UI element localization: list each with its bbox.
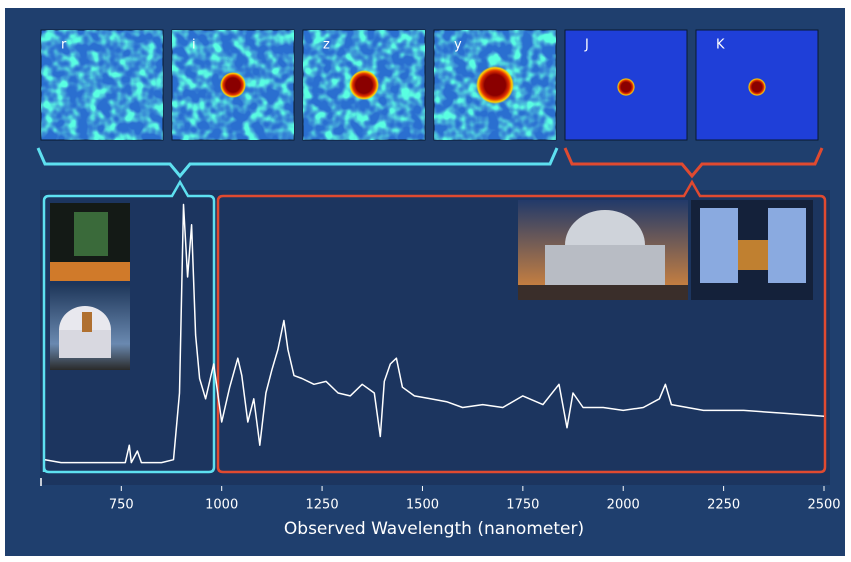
box-optical bbox=[42, 179, 216, 474]
thumbnail: y bbox=[433, 29, 557, 141]
band-label: y bbox=[454, 38, 462, 53]
source bbox=[748, 78, 766, 96]
thumbnail: K bbox=[695, 29, 819, 141]
plot: 750 1000 1250 1500 1750 2000 2250 2500 bbox=[44, 203, 841, 513]
photo-gemini bbox=[518, 200, 688, 300]
source bbox=[617, 78, 635, 96]
x-tick-label: 2000 bbox=[607, 498, 640, 513]
x-tick-label: 1250 bbox=[306, 498, 339, 513]
bracket-infrared bbox=[563, 147, 824, 179]
band-label: i bbox=[192, 38, 196, 53]
x-tick-label: 1000 bbox=[205, 498, 238, 513]
photo-keck-instrument bbox=[50, 203, 130, 281]
thumb-noise bbox=[41, 30, 163, 140]
x-tick-label: 2250 bbox=[707, 498, 740, 513]
x-axis-label: Observed Wavelength (nanometer) bbox=[284, 519, 584, 539]
x-tick-label: 1750 bbox=[506, 498, 539, 513]
x-tick-label: 2500 bbox=[807, 498, 840, 513]
spectrum-line bbox=[44, 203, 825, 464]
band-label: z bbox=[323, 38, 330, 53]
thumbnail: z bbox=[302, 29, 426, 141]
box-infrared bbox=[216, 179, 827, 474]
band-label: K bbox=[716, 38, 725, 53]
thumbnail: i bbox=[171, 29, 295, 141]
thumbnail: r bbox=[40, 29, 164, 141]
thumbnail: J bbox=[564, 29, 688, 141]
x-tick-label: 750 bbox=[109, 498, 134, 513]
source bbox=[476, 66, 514, 104]
photo-keck-dome bbox=[50, 283, 130, 370]
source bbox=[220, 72, 246, 98]
x-tick-label: 1500 bbox=[406, 498, 439, 513]
photo-subaru-interior bbox=[691, 200, 813, 300]
bracket-optical bbox=[36, 147, 559, 179]
band-label: r bbox=[61, 38, 67, 53]
band-label: J bbox=[584, 38, 589, 53]
source bbox=[349, 70, 379, 100]
